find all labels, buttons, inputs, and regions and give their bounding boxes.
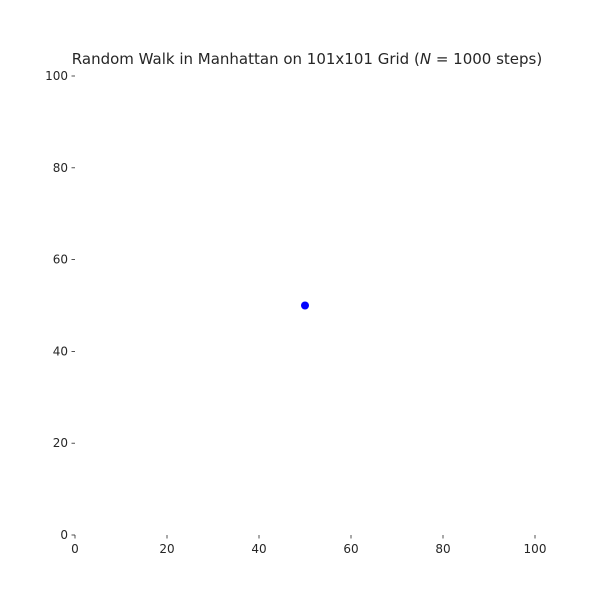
chart-title-symbol: N: [420, 50, 431, 68]
y-tick-label: 80: [53, 161, 68, 175]
y-tick-label: 0: [60, 528, 68, 542]
x-tick-label: 0: [71, 542, 79, 556]
x-tick-label: 20: [159, 542, 174, 556]
y-tick-label: 40: [53, 344, 68, 358]
y-tick-label: 60: [53, 253, 68, 267]
x-axis-ticks: 0 20 40 60 80 100: [71, 535, 546, 556]
x-tick-label: 60: [343, 542, 358, 556]
x-tick-label: 80: [435, 542, 450, 556]
x-tick-label: 100: [524, 542, 547, 556]
y-axis-ticks: 0 20 40 60 80 100: [45, 69, 75, 542]
data-point: [301, 301, 309, 310]
y-tick-label: 100: [45, 69, 68, 83]
chart-title-prefix: Random Walk in Manhattan on 101x101 Grid…: [72, 50, 420, 68]
chart-title-suffix: = 1000 steps): [431, 50, 542, 68]
data-points: [301, 301, 309, 310]
x-tick-label: 40: [251, 542, 266, 556]
chart-title: Random Walk in Manhattan on 101x101 Grid…: [72, 50, 542, 68]
y-tick-label: 20: [53, 436, 68, 450]
